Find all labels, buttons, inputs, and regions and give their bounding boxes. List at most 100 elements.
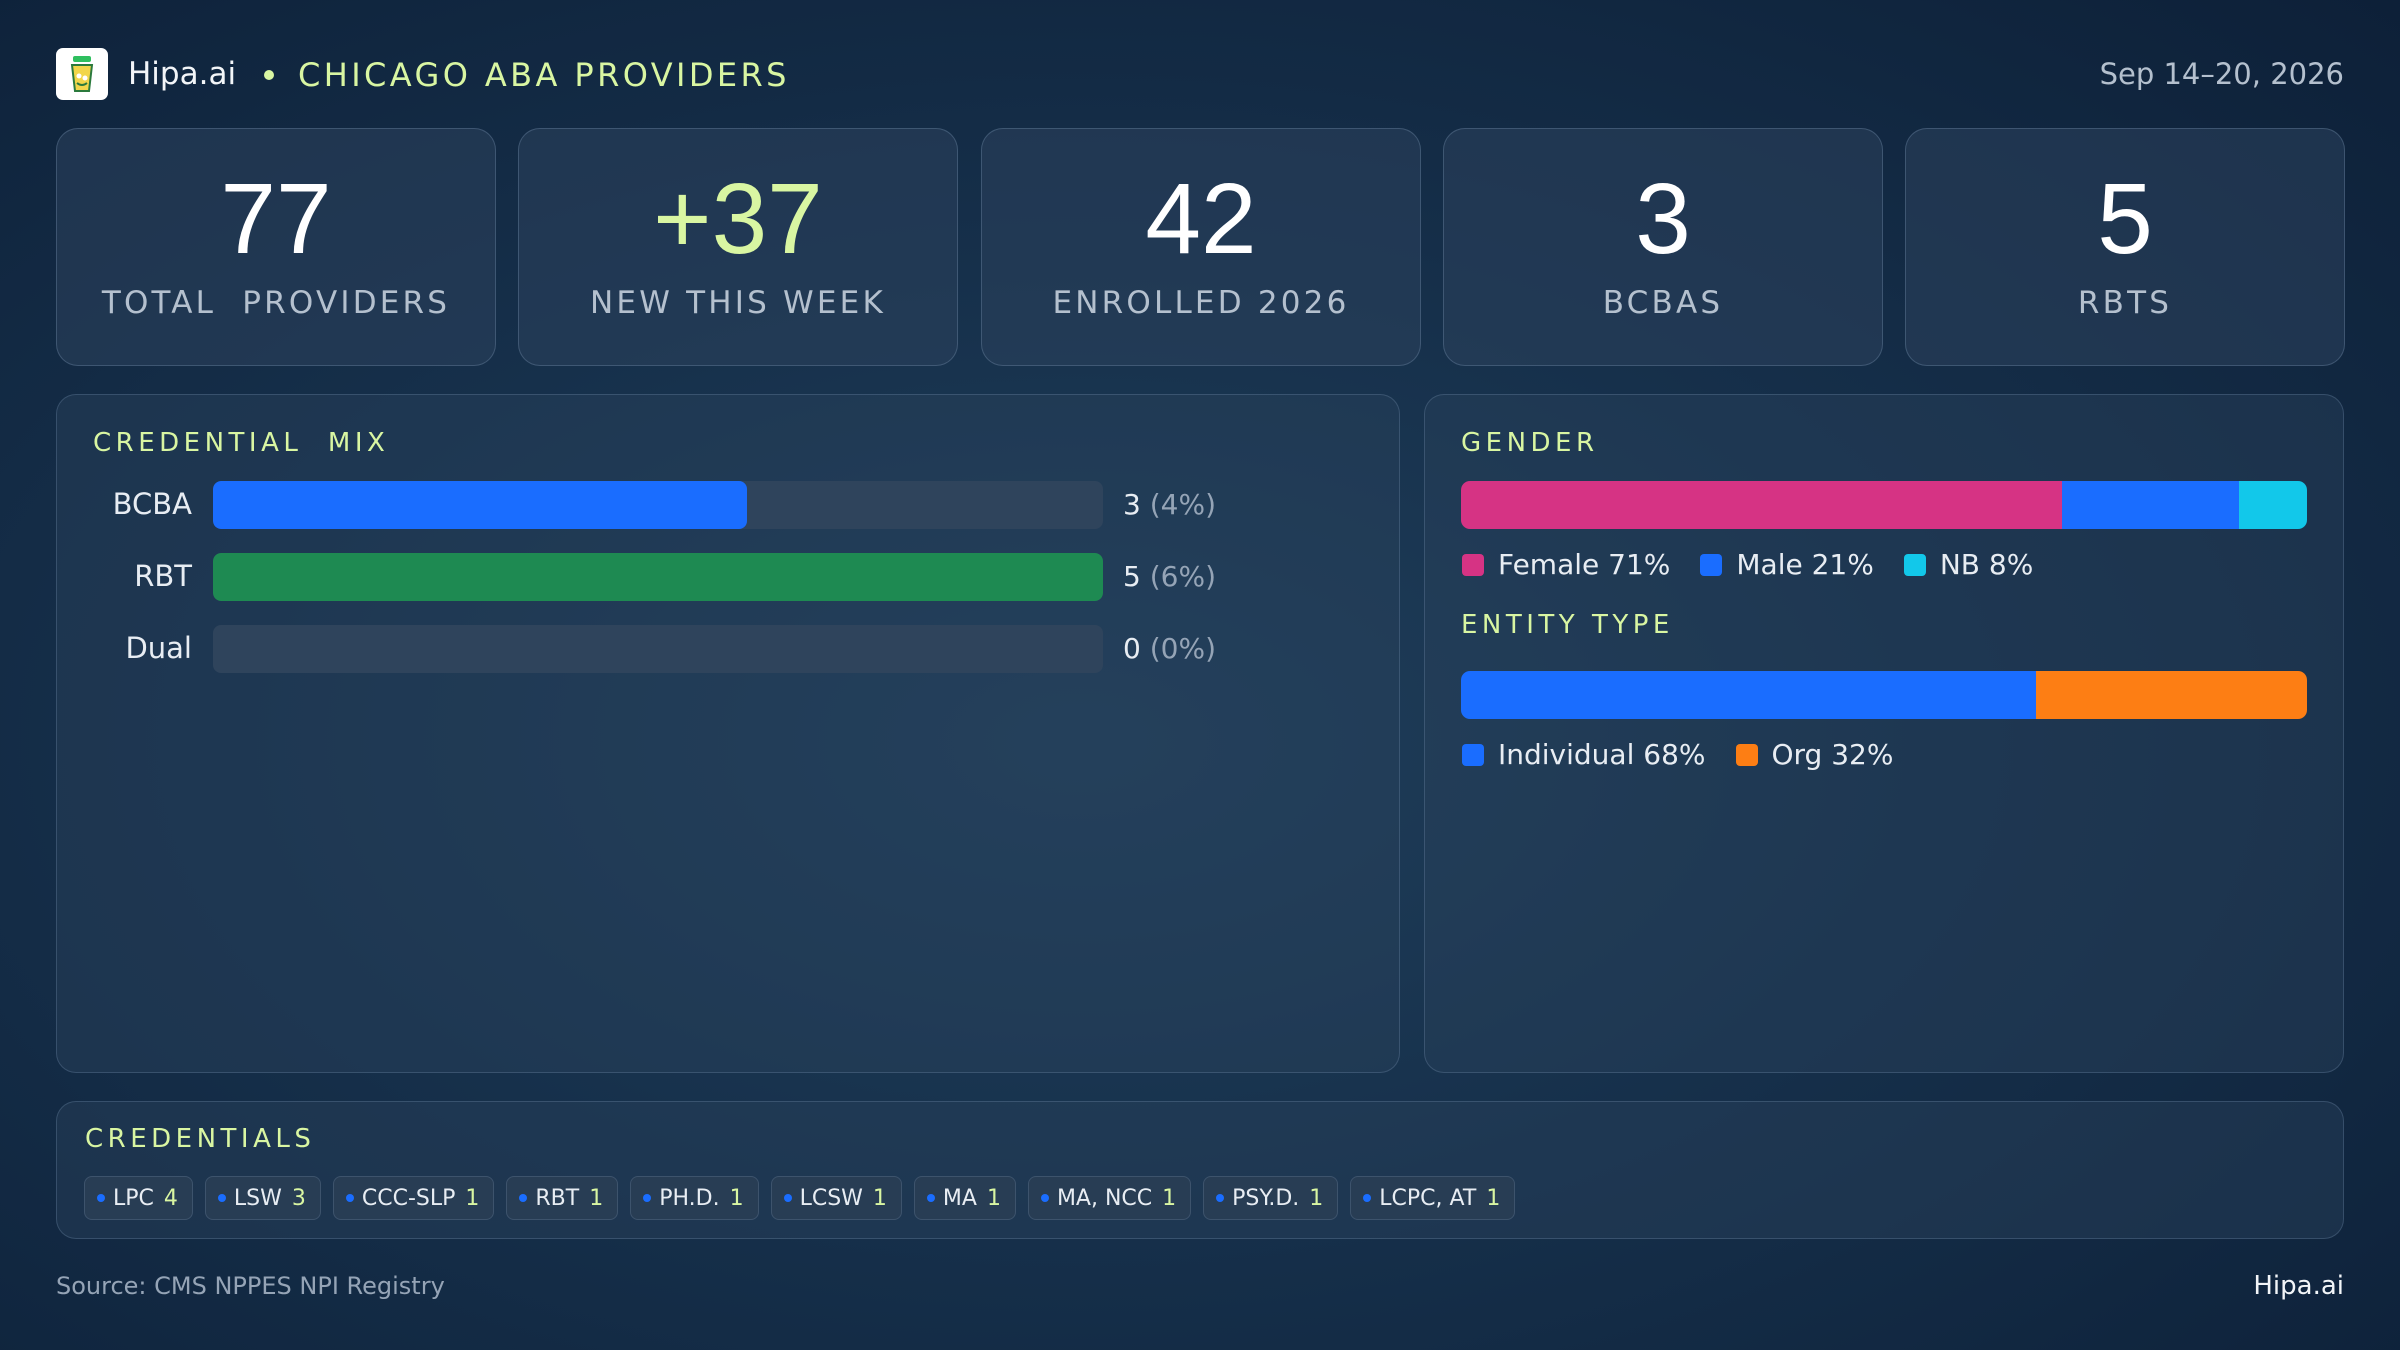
credential-chip: MA 1 [913, 1176, 1016, 1220]
kpi-label: ENROLLED 2026 [1052, 285, 1350, 321]
chip-label: LSW [233, 1185, 282, 1211]
bar-value-dual: 0 (0%) [1123, 632, 1216, 665]
footer-brand: Hipa.ai [2253, 1271, 2344, 1301]
bar-track-dual [213, 625, 1103, 673]
credential-chip: PH.D. 1 [630, 1176, 759, 1220]
bar-pct: (6%) [1149, 560, 1217, 593]
chip-count: 1 [589, 1185, 604, 1211]
bar-count: 5 [1123, 560, 1141, 593]
entity-type-legend: Individual 68% Org 32% [1462, 738, 1923, 771]
bullet-dot-icon [1040, 1194, 1049, 1202]
chip-count: 1 [1486, 1185, 1501, 1211]
source-note: Source: CMS NPPES NPI Registry [56, 1272, 445, 1300]
bullet-dot-icon [97, 1194, 105, 1202]
credential-chip: LCPC, AT 1 [1350, 1176, 1516, 1220]
credential-chip: LPC 4 [84, 1176, 193, 1220]
legend-swatch [1903, 553, 1926, 576]
chip-label: LCSW [799, 1185, 863, 1211]
chip-count: 1 [1162, 1185, 1177, 1211]
credential-chip: MA, NCC 1 [1027, 1176, 1192, 1220]
bullet-dot-icon [217, 1194, 226, 1202]
bar-count: 0 [1123, 632, 1141, 665]
gender-legend: Female 71% Male 21% NB 8% [1462, 548, 2063, 581]
credential-chip: PSY.D. 1 [1203, 1176, 1339, 1220]
gender-stacked-bar [1461, 481, 2307, 529]
credential-chip: LSW 3 [204, 1176, 321, 1220]
bullet-dot-icon [1216, 1194, 1225, 1202]
legend-item: Org 32% [1735, 738, 1894, 771]
entity-type-segment [1461, 671, 2037, 719]
chip-count: 1 [1309, 1185, 1324, 1211]
bullet-dot-icon [783, 1194, 792, 1202]
legend-item: Individual 68% [1462, 738, 1706, 771]
legend-label: Org 32% [1771, 738, 1894, 771]
chip-count: 3 [291, 1185, 306, 1211]
gender-segment [2239, 481, 2307, 529]
kpi-value: +37 [653, 163, 823, 275]
bar-value-bcba: 3 (4%) [1123, 488, 1216, 521]
legend-item: NB 8% [1903, 548, 2034, 581]
gender-title: GENDER [1461, 428, 1599, 458]
legend-swatch [1700, 553, 1723, 576]
chip-count: 4 [163, 1185, 178, 1211]
credential-chips: LPC 4 LSW 3 CCC-SLP 1 RBT 1 PH.D. 1 LCSW 1 MA 1 MA, NC… [84, 1176, 1527, 1220]
kpi-value: 42 [1145, 163, 1257, 275]
entity-type-stacked-bar [1461, 671, 2307, 719]
date-range: Sep 14–20, 2026 [2099, 57, 2344, 91]
kpi-value: 3 [1635, 163, 1691, 275]
chip-label: MA [942, 1185, 977, 1211]
chip-label: PH.D. [659, 1185, 720, 1211]
kpi-bcbas: 3 BCBAS [1443, 128, 1883, 366]
kpi-label: BCBAS [1602, 285, 1724, 321]
bar-pct: (4%) [1149, 488, 1217, 521]
bar-count: 3 [1123, 488, 1141, 521]
kpi-new-this-week: +37 NEW THIS WEEK [518, 128, 958, 366]
gender-segment [1461, 481, 2062, 529]
chip-count: 1 [872, 1185, 887, 1211]
credential-chip: CCC-SLP 1 [332, 1176, 495, 1220]
chip-label: LPC [113, 1185, 154, 1211]
credentials-title: CREDENTIALS [85, 1124, 316, 1154]
legend-swatch [1462, 553, 1484, 576]
legend-swatch [1735, 743, 1758, 766]
chip-label: LCPC, AT [1379, 1185, 1477, 1211]
chip-count: 1 [465, 1185, 480, 1211]
bar-label-dual: Dual [125, 631, 192, 665]
bar-label-bcba: BCBA [112, 487, 192, 521]
legend-item: Female 71% [1462, 548, 1670, 581]
legend-label: Female 71% [1498, 548, 1671, 581]
chip-label: RBT [535, 1185, 580, 1211]
credential-mix-title: CREDENTIAL MIX [93, 428, 390, 458]
chip-label: CCC-SLP [361, 1185, 456, 1211]
credential-chip: LCSW 1 [770, 1176, 902, 1220]
bar-fill-rbt [213, 553, 1103, 601]
logo-icon [56, 48, 108, 100]
bullet-dot-icon [1363, 1194, 1372, 1202]
chip-count: 1 [986, 1185, 1001, 1211]
kpi-rbts: 5 RBTS [1905, 128, 2345, 366]
kpi-total-providers: 77 TOTAL PROVIDERS [56, 128, 496, 366]
legend-label: NB 8% [1939, 548, 2034, 581]
kpi-label: TOTAL PROVIDERS [101, 285, 451, 321]
bar-track-bcba [213, 481, 1103, 529]
chip-label: MA, NCC [1056, 1185, 1153, 1211]
legend-swatch [1462, 743, 1484, 766]
kpi-value: 5 [2097, 163, 2153, 275]
gender-segment [2061, 481, 2240, 529]
bullet-dot-icon [643, 1194, 652, 1202]
brand-name: Hipa.ai [128, 56, 237, 92]
kpi-label: RBTS [2077, 285, 2173, 321]
legend-label: Individual 68% [1498, 738, 1706, 771]
credential-chip: RBT 1 [506, 1176, 619, 1220]
header: Hipa.ai CHICAGO ABA PROVIDERS Sep 14–20,… [56, 48, 2344, 100]
bullet-dot-icon [926, 1194, 935, 1202]
bar-pct: (0%) [1149, 632, 1217, 665]
kpi-enrolled-2026: 42 ENROLLED 2026 [981, 128, 1421, 366]
kpi-label: NEW THIS WEEK [590, 285, 886, 321]
bullet-dot-icon [345, 1194, 354, 1202]
bar-label-rbt: RBT [134, 559, 192, 593]
chip-count: 1 [729, 1185, 744, 1211]
bar-fill-bcba [213, 481, 747, 529]
page-title: CHICAGO ABA PROVIDERS [298, 56, 790, 94]
entity-type-title: ENTITY TYPE [1461, 610, 1674, 640]
